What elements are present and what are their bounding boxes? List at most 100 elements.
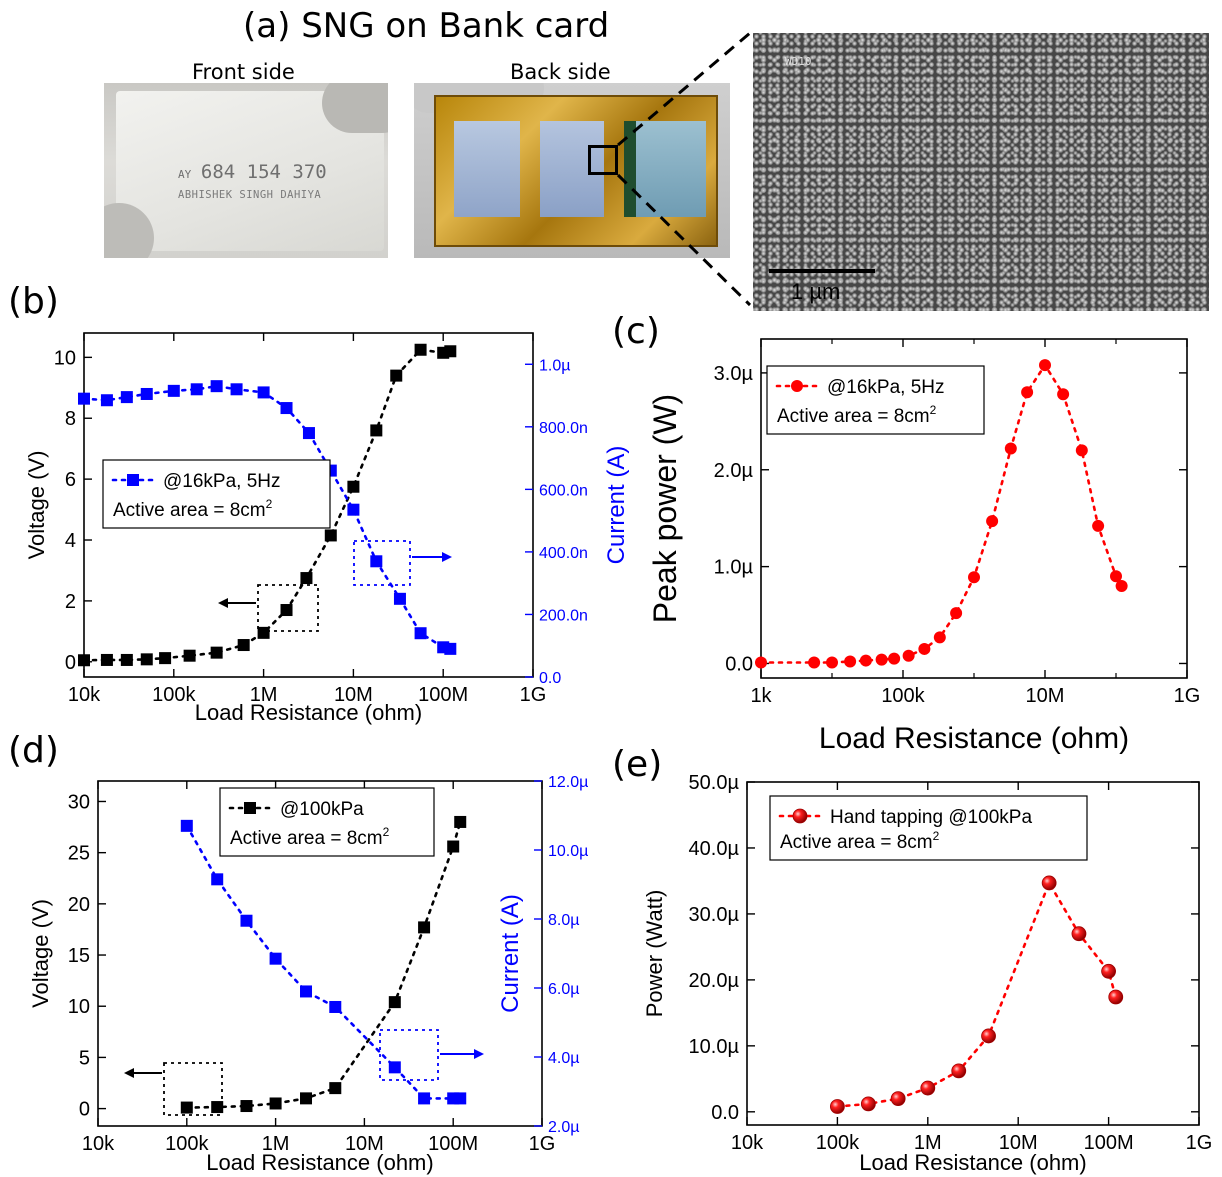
- series-line-power: [837, 883, 1115, 1107]
- x-tick-label: 1k: [750, 685, 772, 707]
- data-point: [281, 604, 293, 616]
- y-tick-label: 10.0µ: [689, 1036, 740, 1058]
- callout-arrowhead-voltage: [218, 598, 228, 608]
- legend-marker: [793, 809, 807, 823]
- data-point: [303, 427, 315, 439]
- data-point: [101, 394, 113, 406]
- x-tick-label: 1G: [529, 1133, 556, 1155]
- y2-tick-label: 600.0n: [539, 482, 588, 499]
- legend-note-superscript: 2: [266, 497, 273, 511]
- callout-arrowhead-current: [442, 552, 452, 562]
- y-tick-label: 20.0µ: [689, 970, 740, 992]
- legend-marker: [244, 802, 256, 814]
- series-line-voltage: [187, 822, 460, 1108]
- data-point: [78, 393, 90, 405]
- y-tick-label: 0: [79, 1099, 90, 1121]
- callout-arrowhead-current: [474, 1049, 484, 1059]
- data-point: [844, 656, 856, 668]
- data-point: [101, 654, 113, 666]
- y2-axis-label: Current (A): [497, 894, 524, 1013]
- y-tick-label: 5: [79, 1047, 90, 1069]
- data-point: [258, 627, 270, 639]
- data-point: [1102, 964, 1116, 978]
- data-point: [1092, 520, 1104, 532]
- data-point: [418, 1092, 430, 1104]
- data-point: [1021, 386, 1033, 398]
- legend-note-superscript: 2: [383, 825, 390, 839]
- y-tick-label: 30.0µ: [689, 904, 740, 926]
- data-point: [329, 1001, 341, 1013]
- data-point: [415, 627, 427, 639]
- data-point: [300, 985, 312, 997]
- chart-b: 10k 100k 1M 10M 100M 1G 0 2 4 6 8 10 0.0 200.0n 400.0n…: [24, 333, 630, 725]
- data-point: [211, 380, 223, 392]
- y-tick-label: 10: [68, 996, 90, 1018]
- data-point: [121, 391, 133, 403]
- y2-tick-label: 8.0µ: [548, 912, 579, 929]
- data-point: [390, 370, 402, 382]
- x-tick-label: 100M: [428, 1133, 478, 1155]
- y2-axis-label: Current (A): [603, 446, 630, 565]
- legend-note: Active area = 8cm2: [113, 497, 273, 521]
- data-point: [1057, 388, 1069, 400]
- data-point: [808, 657, 820, 669]
- data-point: [860, 655, 872, 667]
- x-tick-label: 1G: [1186, 1132, 1213, 1154]
- series-line-current: [187, 826, 460, 1099]
- legend-entry: @16kPa, 5Hz: [163, 471, 281, 492]
- data-point: [258, 386, 270, 398]
- y2-tick-label: 10.0µ: [548, 843, 588, 860]
- data-point: [370, 424, 382, 436]
- data-point: [950, 607, 962, 619]
- legend-note: Active area = 8cm2: [230, 825, 390, 849]
- x-tick-label: 100k: [881, 685, 925, 707]
- data-point: [982, 1029, 996, 1043]
- data-point: [238, 639, 250, 651]
- y2-tick-label: 200.0n: [539, 607, 588, 624]
- data-point: [211, 873, 223, 885]
- y-tick-label: 0: [65, 652, 76, 674]
- y2-tick-label: 2.0µ: [548, 1119, 579, 1136]
- data-point: [389, 1061, 401, 1073]
- legend-note: Active area = 8cm2: [777, 403, 937, 427]
- data-point: [1042, 876, 1056, 890]
- zoom-line-top: [618, 33, 750, 145]
- data-point: [329, 1082, 341, 1094]
- x-tick-label: 100k: [165, 1133, 209, 1155]
- y2-tick-label: 800.0n: [539, 420, 588, 437]
- x-tick-label: 10k: [82, 1133, 115, 1155]
- x-axis-label: Load Resistance (ohm): [206, 1150, 433, 1175]
- y-tick-label: 10: [54, 347, 76, 369]
- data-point: [281, 402, 293, 414]
- data-point: [191, 383, 203, 395]
- data-point: [986, 515, 998, 527]
- x-axis-label: Load Resistance (ohm): [859, 1150, 1086, 1175]
- data-point: [454, 1092, 466, 1104]
- data-point: [231, 383, 243, 395]
- data-point: [826, 657, 838, 669]
- y-axis-label: Peak power (W): [647, 394, 683, 623]
- data-point: [415, 344, 427, 356]
- x-tick-label: 100k: [152, 684, 196, 706]
- legend-note-superscript: 2: [930, 403, 937, 417]
- x-tick-label: 10k: [68, 684, 101, 706]
- data-point: [347, 481, 359, 493]
- x-axis-label: Load Resistance (ohm): [195, 700, 422, 725]
- data-point: [968, 571, 980, 583]
- panel-e-label: (e): [612, 744, 662, 785]
- y-tick-label: 2: [65, 591, 76, 613]
- data-point: [168, 385, 180, 397]
- y-tick-label: 40.0µ: [689, 838, 740, 860]
- data-point: [121, 654, 133, 666]
- data-point: [891, 1092, 905, 1106]
- y-tick-label: 20: [68, 894, 90, 916]
- y2-tick-label: 12.0µ: [548, 774, 588, 791]
- y2-tick-label: 6.0µ: [548, 981, 579, 998]
- data-point: [921, 1081, 935, 1095]
- y-tick-label: 8: [65, 408, 76, 430]
- data-point: [876, 654, 888, 666]
- y-tick-label: 0.0: [725, 653, 753, 675]
- data-point: [389, 996, 401, 1008]
- data-point: [240, 1100, 252, 1112]
- y2-tick-label: 0.0: [539, 670, 561, 687]
